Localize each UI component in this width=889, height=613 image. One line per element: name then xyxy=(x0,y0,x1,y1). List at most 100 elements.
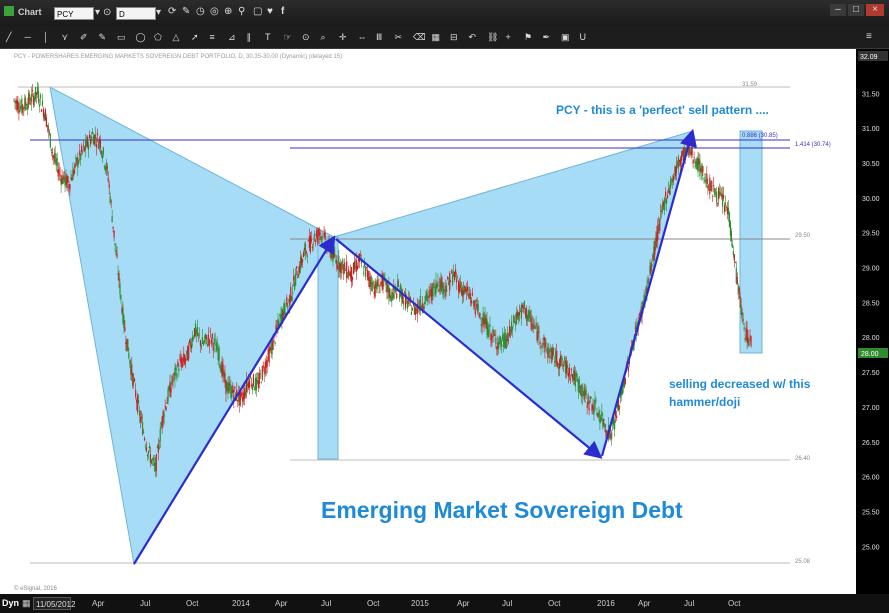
vertical-band-right xyxy=(739,130,763,354)
candle-body xyxy=(408,297,411,299)
folder-icon[interactable]: ▣ xyxy=(561,32,570,42)
pointer-icon[interactable]: ☞ xyxy=(283,32,292,42)
candle-body xyxy=(16,100,18,111)
candle-body xyxy=(602,419,604,427)
price-chart[interactable]: 31.59 0.886 (30.85) 1.414 (30.74) 29.50 … xyxy=(0,49,889,601)
user-icon[interactable]: U xyxy=(579,32,587,42)
edit-icon[interactable]: ✎ xyxy=(182,6,191,17)
candle-body xyxy=(709,177,711,194)
link-icon[interactable]: ⛓ xyxy=(487,32,499,42)
line-tool-icon[interactable]: ╱ xyxy=(6,32,12,42)
minimize-button[interactable]: – xyxy=(830,4,846,16)
candle-body xyxy=(302,252,305,258)
interval-input[interactable]: D xyxy=(116,7,156,20)
magnet-icon[interactable]: ⊙ xyxy=(302,32,310,42)
candle-body xyxy=(275,325,277,332)
candle-body xyxy=(407,297,410,305)
candle-body xyxy=(109,196,111,203)
save-icon[interactable]: ▢ xyxy=(253,6,263,17)
crosshair-icon[interactable]: ✛ xyxy=(339,32,347,42)
triangle-icon[interactable]: △ xyxy=(172,32,180,42)
candle-body xyxy=(618,405,621,410)
chart-area[interactable]: 31.59 0.886 (30.85) 1.414 (30.74) 29.50 … xyxy=(0,49,889,601)
undo-icon[interactable]: ↶ xyxy=(468,32,477,42)
candle-body xyxy=(19,106,21,113)
candle-body xyxy=(25,101,27,106)
toolbar-menu-icon[interactable]: ≡ xyxy=(866,31,872,42)
candle-body xyxy=(699,160,701,177)
eraser-icon[interactable]: ⌫ xyxy=(413,32,426,42)
pitchfork-icon[interactable]: ⋎ xyxy=(61,32,69,42)
candle-body xyxy=(247,381,250,389)
facebook-icon[interactable]: f xyxy=(281,6,285,17)
close-button[interactable]: × xyxy=(866,4,884,16)
candle-body xyxy=(96,133,99,136)
flag-icon[interactable]: ⚑ xyxy=(524,32,533,42)
measure-icon[interactable]: ⇔ xyxy=(357,32,367,42)
arrow-icon[interactable]: ➚ xyxy=(191,32,199,42)
candle-body xyxy=(591,404,593,412)
link-icon[interactable]: ⊙ xyxy=(103,7,112,18)
candle-body xyxy=(142,431,145,433)
brush-icon[interactable]: ✐ xyxy=(80,32,88,42)
grid-icon[interactable]: ▦ xyxy=(431,32,441,42)
candle-body xyxy=(646,285,648,296)
search-icon[interactable]: ⊕ xyxy=(224,6,233,17)
arrow-b-to-c xyxy=(335,238,603,459)
candle-body xyxy=(729,221,732,236)
pencil-icon[interactable]: ✎ xyxy=(98,32,107,42)
pen-icon[interactable]: ✒ xyxy=(542,32,551,42)
time-axis-bar: Dyn ▦ 11/05/2012 Apr Jul Oct 2014 Apr Jul Oct 2… xyxy=(0,594,889,613)
candle-body xyxy=(364,266,366,277)
candle-body xyxy=(200,345,203,348)
plus-icon[interactable]: + xyxy=(505,32,511,42)
candle-body xyxy=(158,446,160,449)
clock-icon[interactable]: ◷ xyxy=(196,6,205,17)
text-icon[interactable]: T xyxy=(265,32,271,42)
candle-body xyxy=(201,337,204,344)
channel-icon[interactable]: ∥ xyxy=(246,32,252,42)
target-icon[interactable]: ◎ xyxy=(210,6,219,17)
candle-body xyxy=(658,224,660,227)
interval-dropdown-icon[interactable]: ▾ xyxy=(156,7,162,18)
candle-body xyxy=(171,376,173,385)
candle-body xyxy=(128,352,130,359)
scissors-icon[interactable]: ✂ xyxy=(394,32,403,42)
candle-body xyxy=(290,287,292,302)
gann-icon[interactable]: ⊿ xyxy=(228,32,236,42)
fibonacci-icon[interactable]: ≡ xyxy=(209,32,215,42)
candle-body xyxy=(582,395,584,396)
candle-body xyxy=(39,94,42,99)
candle-body xyxy=(238,392,240,402)
candle-body xyxy=(564,359,567,374)
candle-body xyxy=(276,327,278,329)
candle-body xyxy=(232,385,234,393)
symbol-dropdown-icon[interactable]: ▾ xyxy=(95,7,101,18)
refresh-icon[interactable]: ⟳ xyxy=(168,6,177,17)
candle-body xyxy=(740,305,742,315)
bird-icon[interactable]: ♥ xyxy=(267,6,273,17)
candle-body xyxy=(588,407,590,411)
ellipse-icon[interactable]: ◯ xyxy=(135,32,146,42)
calendar-icon[interactable]: ▦ xyxy=(22,598,31,608)
candle-body xyxy=(91,132,94,134)
horizontal-line-icon[interactable]: ─ xyxy=(24,32,31,42)
window-title: Chart xyxy=(18,7,42,17)
candle-body xyxy=(208,339,210,346)
link-chain-icon[interactable]: ⚲ xyxy=(238,6,246,17)
dyn-mode-button[interactable]: Dyn xyxy=(2,598,20,608)
vertical-line-icon[interactable]: │ xyxy=(43,32,49,42)
bars-icon[interactable]: Ⅲ xyxy=(376,32,383,42)
candle-body xyxy=(565,361,568,374)
maximize-button[interactable]: □ xyxy=(848,4,864,16)
zoom-icon[interactable]: ⌕ xyxy=(320,32,326,42)
polygon-icon[interactable]: ⬠ xyxy=(154,32,162,42)
rectangle-icon[interactable]: ▭ xyxy=(117,32,126,42)
date-input[interactable]: 11/05/2012 xyxy=(33,597,75,610)
candle-body xyxy=(654,241,656,255)
candle-body xyxy=(550,347,552,353)
candle-body xyxy=(498,341,500,348)
symbol-input[interactable]: PCY xyxy=(54,7,94,20)
candle-body xyxy=(310,238,312,242)
lock-icon[interactable]: ⊟ xyxy=(450,32,458,42)
